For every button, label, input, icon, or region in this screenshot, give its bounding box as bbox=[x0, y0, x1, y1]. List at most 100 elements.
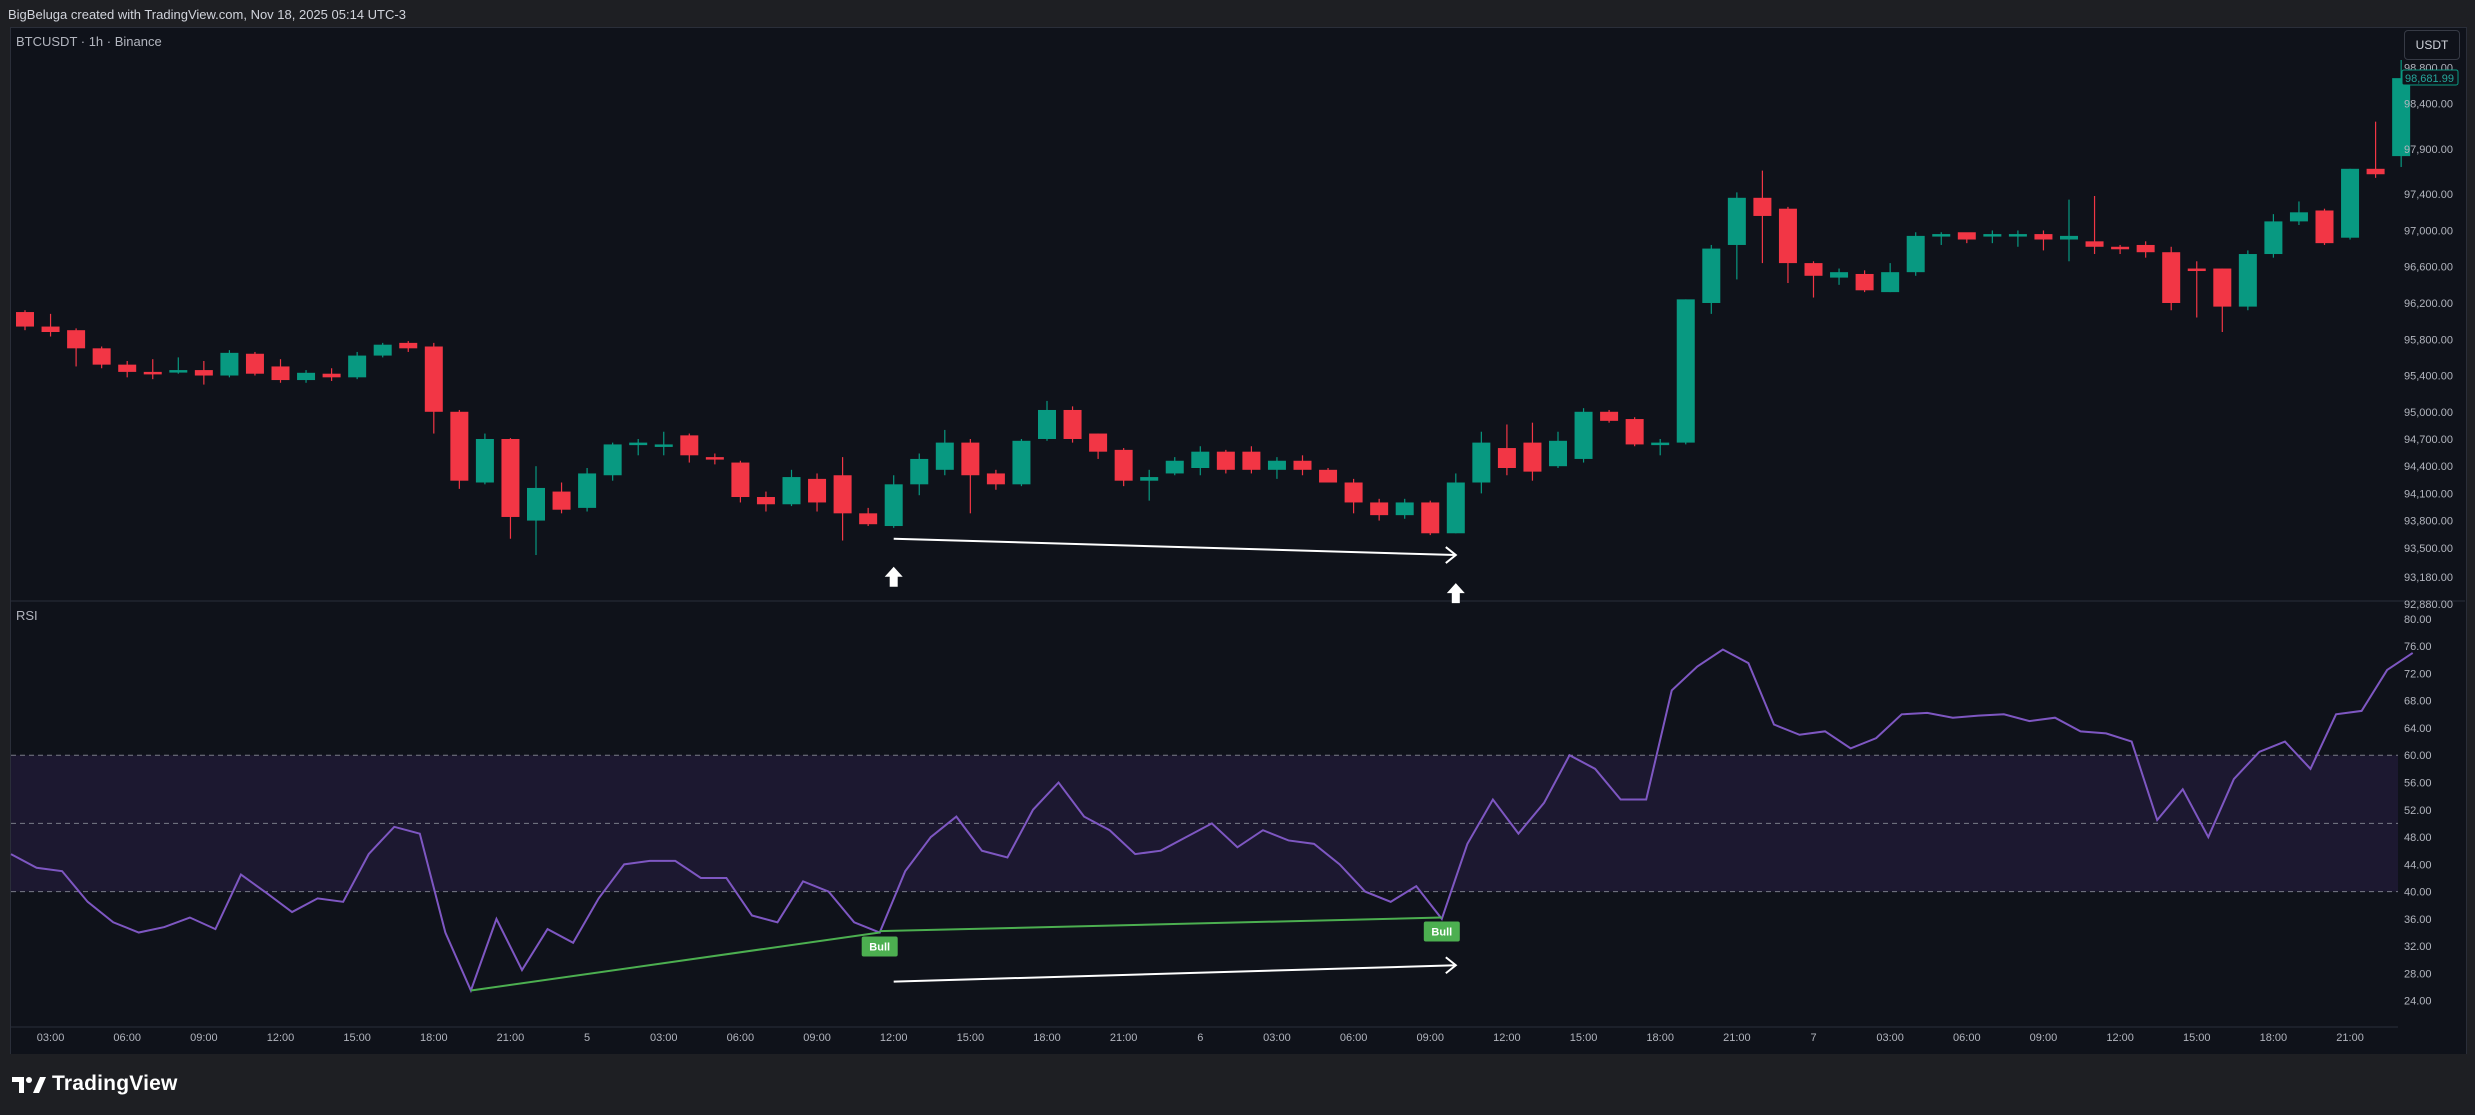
candle bbox=[1267, 460, 1286, 470]
candle bbox=[1549, 440, 1567, 467]
candle bbox=[1676, 299, 1695, 443]
candle bbox=[1140, 477, 1159, 481]
time-tick-label: 15:00 bbox=[957, 1032, 985, 1044]
candle bbox=[322, 373, 341, 378]
candle bbox=[1830, 272, 1849, 278]
bull-divergence-line bbox=[470, 931, 880, 992]
candle bbox=[1344, 482, 1363, 503]
candle bbox=[935, 442, 954, 470]
rsi-pane-label[interactable]: RSI bbox=[16, 608, 38, 623]
bull-divergence-badge bbox=[861, 936, 898, 957]
time-tick-label: 21:00 bbox=[1723, 1032, 1751, 1044]
symbol-label[interactable]: BTCUSDT · 1h · Binance bbox=[16, 34, 162, 49]
candle bbox=[399, 342, 418, 349]
candle bbox=[654, 444, 673, 447]
candle bbox=[297, 372, 316, 381]
arrow-up-icon bbox=[884, 566, 903, 587]
candle bbox=[578, 473, 597, 508]
rsi-trend-arrow bbox=[893, 964, 1456, 983]
rsi-tick-label: 64.00 bbox=[2404, 723, 2432, 735]
candle bbox=[1727, 197, 1746, 245]
candle bbox=[2111, 246, 2130, 250]
candle bbox=[2341, 168, 2360, 238]
header-credit-text: BigBeluga created with TradingView.com, … bbox=[8, 7, 406, 22]
rsi-tick-label: 28.00 bbox=[2404, 968, 2432, 980]
candle bbox=[1446, 482, 1465, 534]
candle bbox=[782, 477, 801, 505]
candle bbox=[194, 370, 213, 376]
candle bbox=[1881, 272, 1900, 293]
time-tick-label: 21:00 bbox=[497, 1032, 525, 1044]
candle bbox=[1753, 197, 1772, 216]
candle bbox=[1293, 460, 1312, 470]
time-tick-label: 09:00 bbox=[2030, 1032, 2058, 1044]
price-tick-label: 97,000.00 bbox=[2404, 225, 2453, 237]
candle bbox=[271, 366, 290, 381]
time-tick-label: 18:00 bbox=[1033, 1032, 1061, 1044]
time-tick-label: 03:00 bbox=[1263, 1032, 1291, 1044]
time-tick-label: 12:00 bbox=[1493, 1032, 1521, 1044]
time-tick-label: 09:00 bbox=[190, 1032, 218, 1044]
candle bbox=[2315, 210, 2334, 244]
rsi-tick-label: 52.00 bbox=[2404, 805, 2432, 817]
candle bbox=[1957, 232, 1976, 240]
candle bbox=[373, 344, 392, 356]
time-tick-label: 03:00 bbox=[1876, 1032, 1904, 1044]
candle bbox=[475, 438, 494, 483]
bull-divergence-badge bbox=[1423, 921, 1460, 942]
candle bbox=[808, 478, 827, 503]
time-tick-label: 21:00 bbox=[2336, 1032, 2364, 1044]
time-tick-label: 06:00 bbox=[1340, 1032, 1368, 1044]
rsi-line bbox=[10, 648, 2414, 994]
price-tick-label: 94,700.00 bbox=[2404, 434, 2453, 446]
candle bbox=[1625, 419, 1644, 445]
candle bbox=[910, 458, 929, 485]
candle bbox=[833, 475, 852, 514]
rsi-tick-label: 80.00 bbox=[2404, 614, 2432, 626]
candle bbox=[2008, 234, 2027, 237]
candle bbox=[2264, 221, 2283, 255]
candle bbox=[1063, 409, 1082, 439]
time-tick-label: 06:00 bbox=[1953, 1032, 1981, 1044]
rsi-tick-label: 68.00 bbox=[2404, 696, 2432, 708]
candle bbox=[859, 513, 878, 525]
price-tick-label: 97,900.00 bbox=[2404, 144, 2453, 156]
price-trend-arrow bbox=[893, 537, 1456, 557]
candle bbox=[1574, 411, 1593, 459]
rsi-tick-label: 72.00 bbox=[2404, 668, 2432, 680]
candle bbox=[1778, 208, 1797, 264]
candle bbox=[1523, 442, 1542, 472]
candle bbox=[1932, 234, 1951, 237]
candle bbox=[1651, 442, 1670, 446]
candle bbox=[629, 442, 648, 446]
rsi-tick-label: 60.00 bbox=[2404, 750, 2432, 762]
price-tick-label: 93,180.00 bbox=[2404, 572, 2453, 584]
time-tick-label: 03:00 bbox=[37, 1032, 65, 1044]
candle bbox=[756, 497, 775, 505]
time-tick-label: 18:00 bbox=[1646, 1032, 1674, 1044]
candle bbox=[2136, 244, 2155, 253]
candle bbox=[450, 411, 469, 481]
currency-button[interactable]: USDT bbox=[2404, 30, 2460, 60]
candle bbox=[501, 438, 520, 517]
candle bbox=[731, 462, 750, 498]
candle bbox=[1370, 502, 1389, 516]
candle bbox=[603, 444, 622, 476]
candle bbox=[2238, 254, 2257, 307]
price-tick-label: 93,800.00 bbox=[2404, 516, 2453, 528]
rsi-tick-label: 32.00 bbox=[2404, 941, 2432, 953]
time-tick-label: 06:00 bbox=[113, 1032, 141, 1044]
candle bbox=[1038, 409, 1056, 439]
rsi-tick-label: 76.00 bbox=[2404, 641, 2432, 653]
candle bbox=[41, 326, 60, 332]
candle bbox=[2392, 78, 2411, 157]
candle bbox=[1472, 442, 1491, 483]
rsi-tick-label: 40.00 bbox=[2404, 887, 2432, 899]
price-tick-label: 96,600.00 bbox=[2404, 262, 2453, 274]
candle bbox=[527, 487, 545, 521]
time-tick-label: 15:00 bbox=[343, 1032, 371, 1044]
rsi-tick-label: 44.00 bbox=[2404, 859, 2432, 871]
price-tick-label: 95,000.00 bbox=[2404, 407, 2453, 419]
time-tick-label: 21:00 bbox=[1110, 1032, 1138, 1044]
